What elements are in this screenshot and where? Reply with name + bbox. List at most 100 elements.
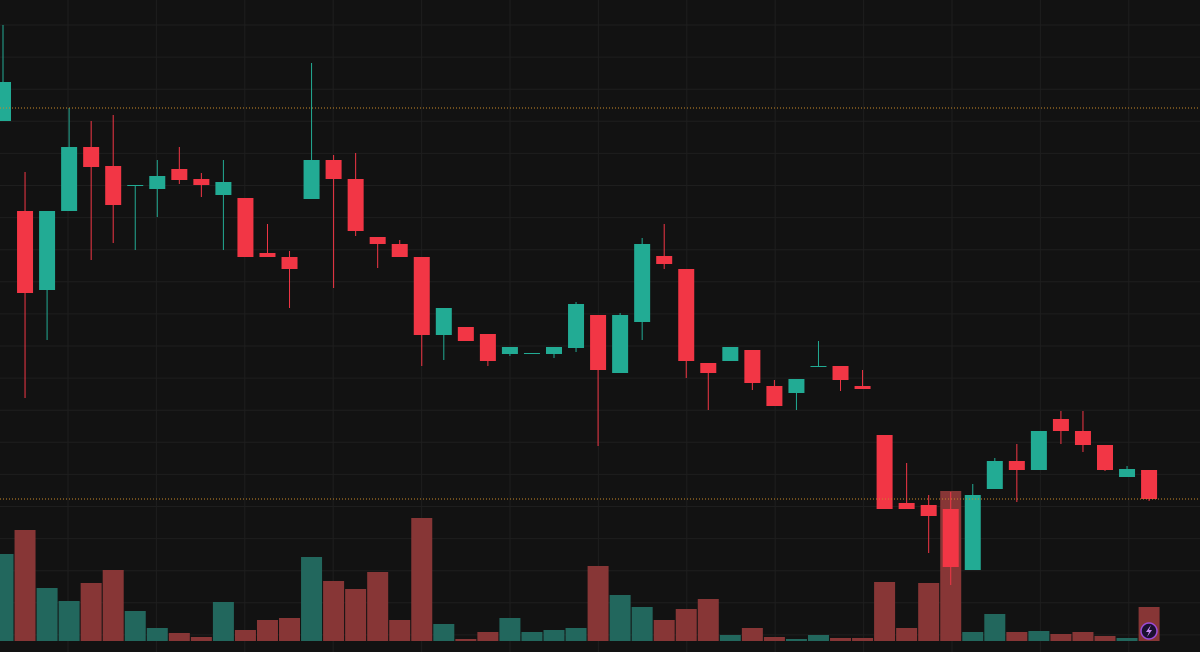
candle-body <box>193 179 210 185</box>
candle-body <box>61 147 78 211</box>
volume-bar <box>852 638 874 641</box>
candle-body <box>722 347 739 361</box>
candle-body <box>766 386 783 406</box>
candle-body <box>215 182 232 195</box>
volume-bar <box>521 632 543 641</box>
volume-bar <box>124 611 146 641</box>
volume-bar <box>830 638 852 641</box>
volume-bar <box>345 589 367 641</box>
candle-body <box>83 147 100 167</box>
volume-bar <box>477 632 499 641</box>
candle-body <box>479 334 496 361</box>
candle-body <box>347 179 364 231</box>
candle-body <box>39 211 56 290</box>
candle-body <box>942 509 959 567</box>
volume-bar <box>301 557 323 641</box>
volume-bar <box>0 554 14 641</box>
volume-bar <box>807 635 829 641</box>
volume-bar <box>212 602 234 641</box>
candle-body <box>1074 431 1091 445</box>
volume-bar <box>543 630 565 641</box>
candle-body <box>17 211 34 293</box>
volume-bar <box>653 620 675 641</box>
candle-body <box>546 347 562 354</box>
candle-body <box>303 160 320 199</box>
volume-bar <box>433 624 455 641</box>
candle-body <box>259 253 276 257</box>
candle-body <box>501 347 518 354</box>
candle-body <box>832 366 849 380</box>
volume-bar <box>675 609 697 641</box>
candle-body <box>986 461 1003 489</box>
volume-bar <box>411 518 433 641</box>
icon-bolt[interactable] <box>1146 625 1152 637</box>
candle-body <box>656 256 673 264</box>
candle-body <box>1030 431 1047 470</box>
alert-icon[interactable] <box>1140 622 1158 640</box>
volume-bar <box>874 582 896 641</box>
candle-body <box>854 386 871 389</box>
volume-bar <box>102 570 124 641</box>
candle-body <box>457 327 474 341</box>
candle-body <box>237 198 254 257</box>
candle-body <box>810 366 827 367</box>
volume-bar <box>36 588 58 641</box>
candle-body <box>590 315 607 370</box>
candle-body <box>369 237 386 244</box>
candle-body <box>1141 470 1158 499</box>
volume-bar <box>1028 631 1050 641</box>
volume-bar <box>1094 636 1116 641</box>
volume-bar <box>234 630 256 641</box>
candle-body <box>898 503 915 509</box>
candle-body <box>171 169 188 180</box>
candle-body <box>876 435 893 509</box>
volume-bar <box>741 628 763 641</box>
candle-body <box>1052 419 1069 431</box>
volume-bar <box>80 583 102 641</box>
candle-body <box>127 185 144 186</box>
candle-body <box>700 363 717 373</box>
volume-bar <box>962 632 984 641</box>
volume-bar <box>323 581 345 641</box>
volume-bar <box>367 572 389 641</box>
volume-bar <box>609 595 631 641</box>
candle-body <box>391 244 408 257</box>
volume-bar <box>1072 632 1094 641</box>
volume-bar <box>1050 634 1072 641</box>
candle-body <box>105 166 122 205</box>
candle-body <box>413 257 430 335</box>
volume-bar <box>587 566 609 641</box>
volume-bar <box>697 599 719 641</box>
candle-body <box>744 350 761 383</box>
volume-bar <box>565 628 587 641</box>
candle-body <box>1008 461 1025 470</box>
volume-bar <box>763 637 785 641</box>
volume-bar <box>896 628 918 641</box>
candle-body <box>568 304 585 348</box>
candle-body <box>0 82 11 121</box>
volume-bar <box>1116 638 1138 641</box>
volume-bar <box>455 639 477 641</box>
candle-body <box>1119 469 1136 477</box>
candle-body <box>788 379 805 393</box>
volume-bar <box>1006 632 1028 641</box>
volume-bar <box>256 620 278 641</box>
volume-bar <box>389 620 411 641</box>
candle-body <box>920 505 937 516</box>
volume-bar <box>279 618 301 641</box>
volume-bar <box>190 637 212 641</box>
volume-bar <box>58 601 80 641</box>
volume-bar <box>631 607 653 641</box>
volume-bar <box>785 639 807 641</box>
candle-body <box>1097 445 1113 470</box>
volume-bar <box>168 633 190 641</box>
candle-body <box>678 269 695 361</box>
volume-bar <box>984 614 1006 641</box>
candle-body <box>612 315 629 373</box>
candle-body <box>964 495 981 570</box>
candle-body <box>325 160 342 179</box>
candle-body <box>634 244 651 322</box>
candle-body <box>435 308 452 335</box>
